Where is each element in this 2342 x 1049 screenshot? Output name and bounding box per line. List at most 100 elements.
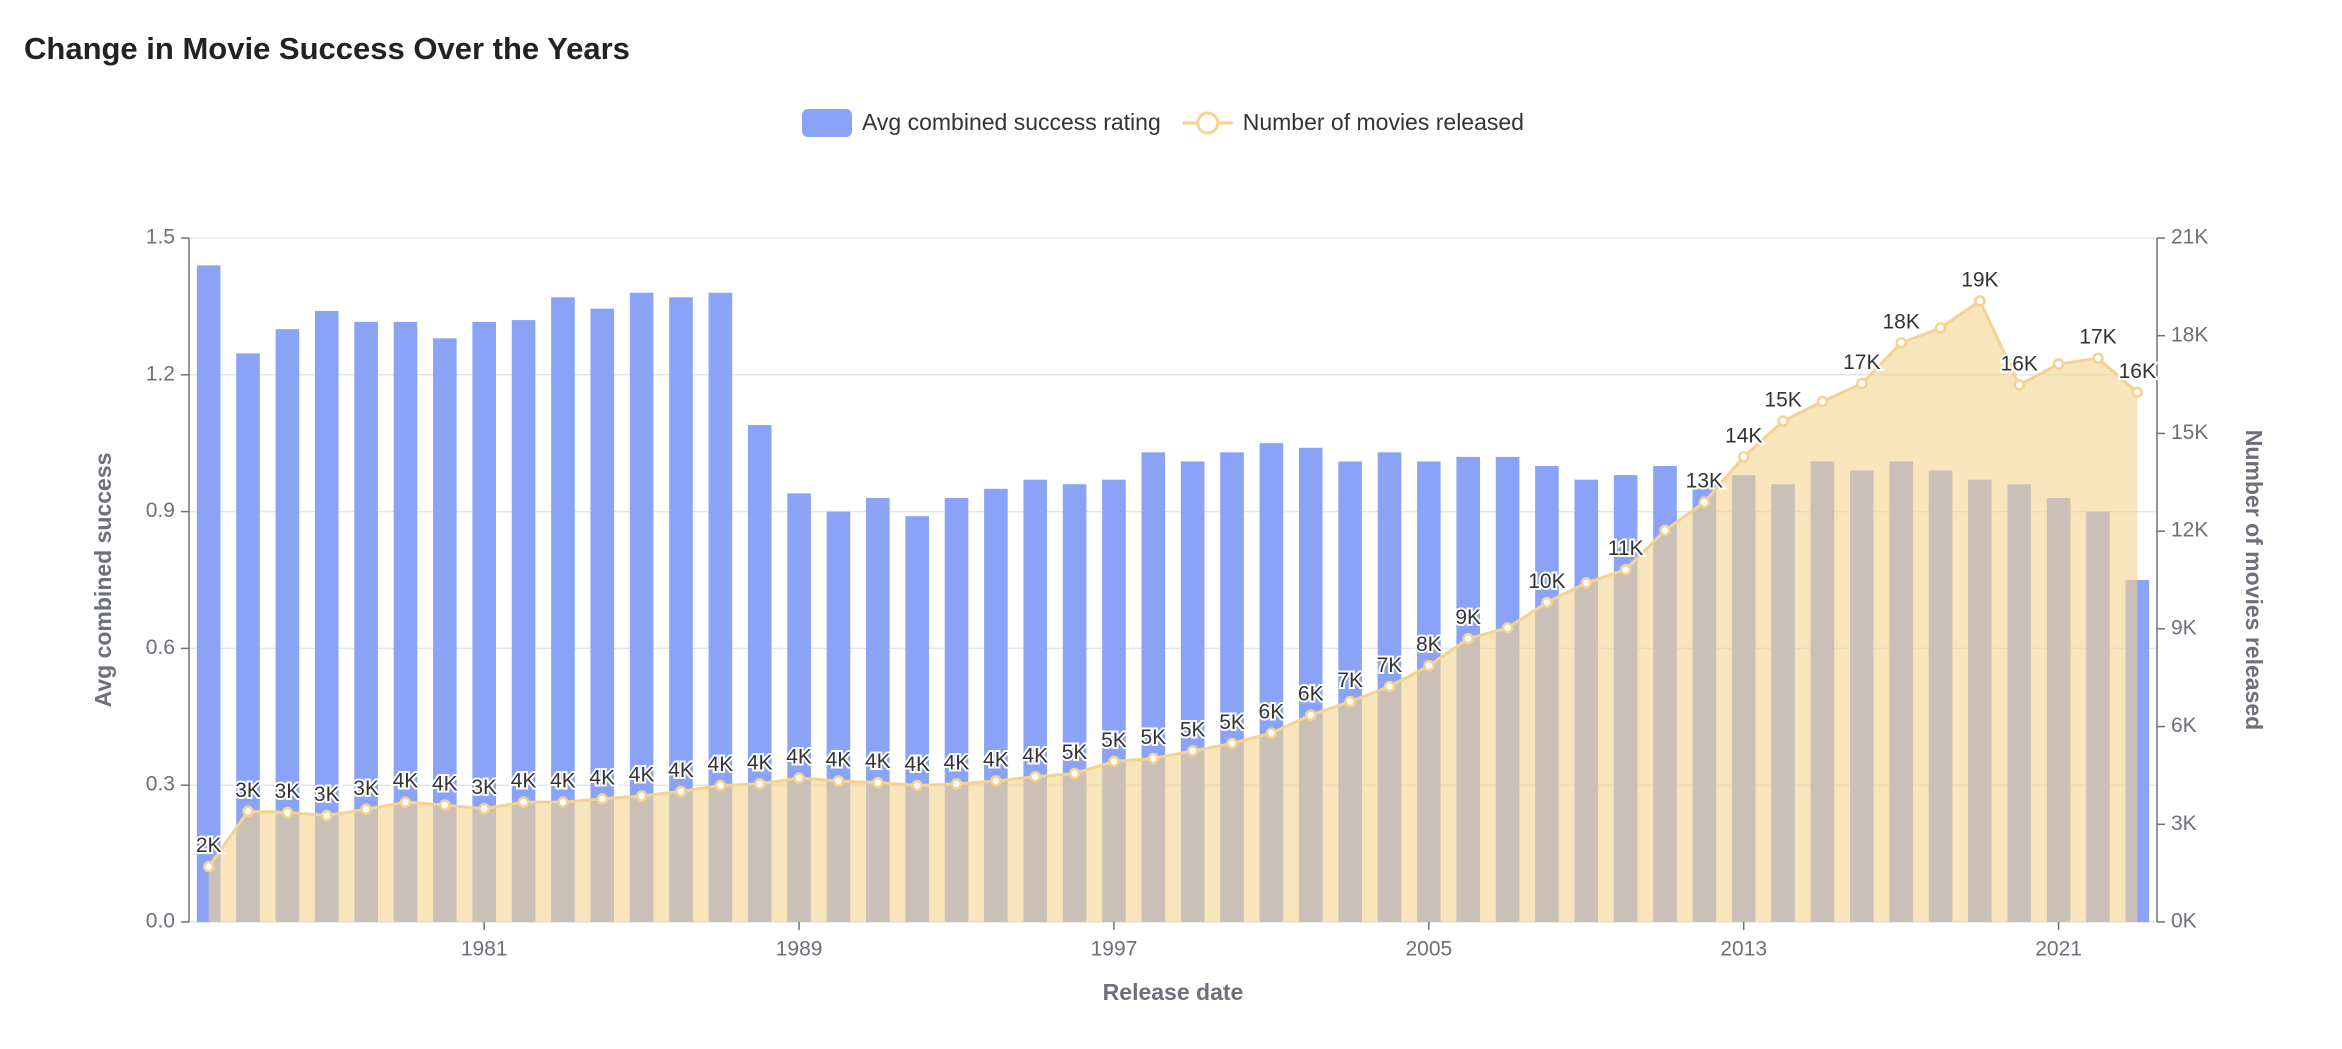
point — [1108, 755, 1120, 768]
point — [1659, 524, 1671, 537]
data-label: 16K — [2119, 360, 2156, 383]
point — [439, 799, 451, 811]
point — [1462, 632, 1474, 645]
data-label: 6K — [1259, 701, 1285, 724]
bar — [551, 297, 575, 922]
x-tick-label: 1989 — [776, 938, 823, 961]
point — [1226, 737, 1238, 750]
point — [2092, 352, 2104, 364]
data-label: 3K — [275, 780, 301, 803]
bar — [669, 297, 693, 922]
data-label: 4K — [747, 751, 773, 774]
data-label: 4K — [511, 770, 537, 793]
data-label: 5K — [1062, 741, 1088, 764]
y2-tick-label: 0K — [2171, 910, 2197, 933]
point — [321, 809, 333, 822]
y-tick-label: 0.6 — [146, 636, 175, 659]
data-label: 4K — [550, 770, 576, 793]
x-tick-label: 2005 — [1405, 938, 1452, 961]
data-label: 19K — [1961, 268, 1998, 291]
bar — [275, 329, 300, 922]
x-axis-label: Release date — [1103, 979, 1244, 1005]
bar — [393, 321, 418, 922]
point — [1698, 496, 1711, 508]
point — [753, 778, 766, 790]
data-label: 3K — [353, 777, 379, 800]
point — [1501, 622, 1514, 634]
point — [360, 803, 372, 816]
bar — [314, 310, 339, 923]
bar — [708, 292, 733, 923]
y-tick-label: 0.9 — [146, 499, 175, 522]
data-label: 14K — [1725, 424, 1762, 447]
data-label: 7K — [1337, 669, 1363, 692]
data-label: 18K — [1882, 310, 1919, 333]
data-label: 10K — [1528, 570, 1565, 593]
point — [990, 775, 1002, 787]
point — [281, 806, 294, 819]
chart-title: Change in Movie Success Over the Years — [24, 31, 630, 66]
data-label: 9K — [1455, 606, 1481, 629]
bar — [433, 338, 457, 922]
data-label: 6K — [1298, 683, 1324, 706]
point — [793, 772, 805, 784]
data-label: 5K — [1140, 726, 1166, 749]
y-tick-label: 0.3 — [146, 773, 175, 796]
point — [1541, 596, 1553, 609]
y2-tick-label: 9K — [2171, 616, 2197, 639]
point — [1186, 745, 1199, 757]
point — [2013, 379, 2025, 391]
point — [2052, 358, 2065, 370]
x-tick-label: 2013 — [1720, 938, 1767, 961]
data-label: 4K — [826, 749, 852, 772]
legend-swatch — [802, 109, 852, 137]
data-label: 4K — [865, 750, 891, 773]
line — [207, 298, 2139, 868]
point — [596, 793, 609, 805]
point — [1856, 377, 1868, 390]
point — [911, 779, 923, 792]
point — [1777, 415, 1789, 427]
point — [2131, 386, 2144, 399]
data-label: 4K — [629, 763, 655, 786]
y-tick-label: 0.0 — [146, 910, 175, 933]
data-label: 4K — [432, 773, 458, 796]
point — [1619, 563, 1632, 576]
x-tick-label: 1997 — [1091, 938, 1138, 961]
data-label: 4K — [668, 759, 694, 782]
data-label: 4K — [1022, 744, 1048, 767]
point — [1344, 695, 1356, 708]
data-label: 4K — [786, 746, 812, 769]
point — [950, 778, 963, 790]
point — [1068, 767, 1081, 780]
point — [1934, 322, 1947, 334]
legend-label: Number of movies released — [1243, 109, 1524, 135]
y-axis-label: Avg combined success — [90, 453, 116, 708]
x-tick-label: 2021 — [2035, 938, 2082, 961]
data-label: 3K — [235, 779, 261, 802]
data-label: 11K — [1608, 537, 1644, 560]
y2-tick-label: 21K — [2171, 226, 2208, 249]
data-label: 4K — [944, 751, 970, 774]
data-label: 17K — [1843, 351, 1880, 374]
bar — [511, 320, 536, 923]
data-label: 7K — [1377, 654, 1403, 677]
data-label: 5K — [1101, 729, 1127, 752]
point — [1580, 577, 1593, 589]
point — [399, 796, 412, 808]
point — [1305, 709, 1317, 721]
point — [675, 785, 687, 798]
point — [714, 779, 727, 792]
y2-tick-label: 12K — [2171, 519, 2208, 542]
x-tick-label: 1981 — [461, 938, 508, 961]
point — [1816, 395, 1829, 408]
point — [872, 776, 884, 789]
y2-tick-label: 6K — [2171, 714, 2197, 737]
data-label: 4K — [708, 753, 734, 776]
data-label: 5K — [1219, 711, 1245, 734]
point — [1423, 659, 1435, 672]
bar — [196, 265, 221, 922]
y2-tick-label: 15K — [2171, 421, 2208, 444]
point — [1383, 680, 1396, 693]
legend-label: Avg combined success rating — [862, 109, 1161, 135]
